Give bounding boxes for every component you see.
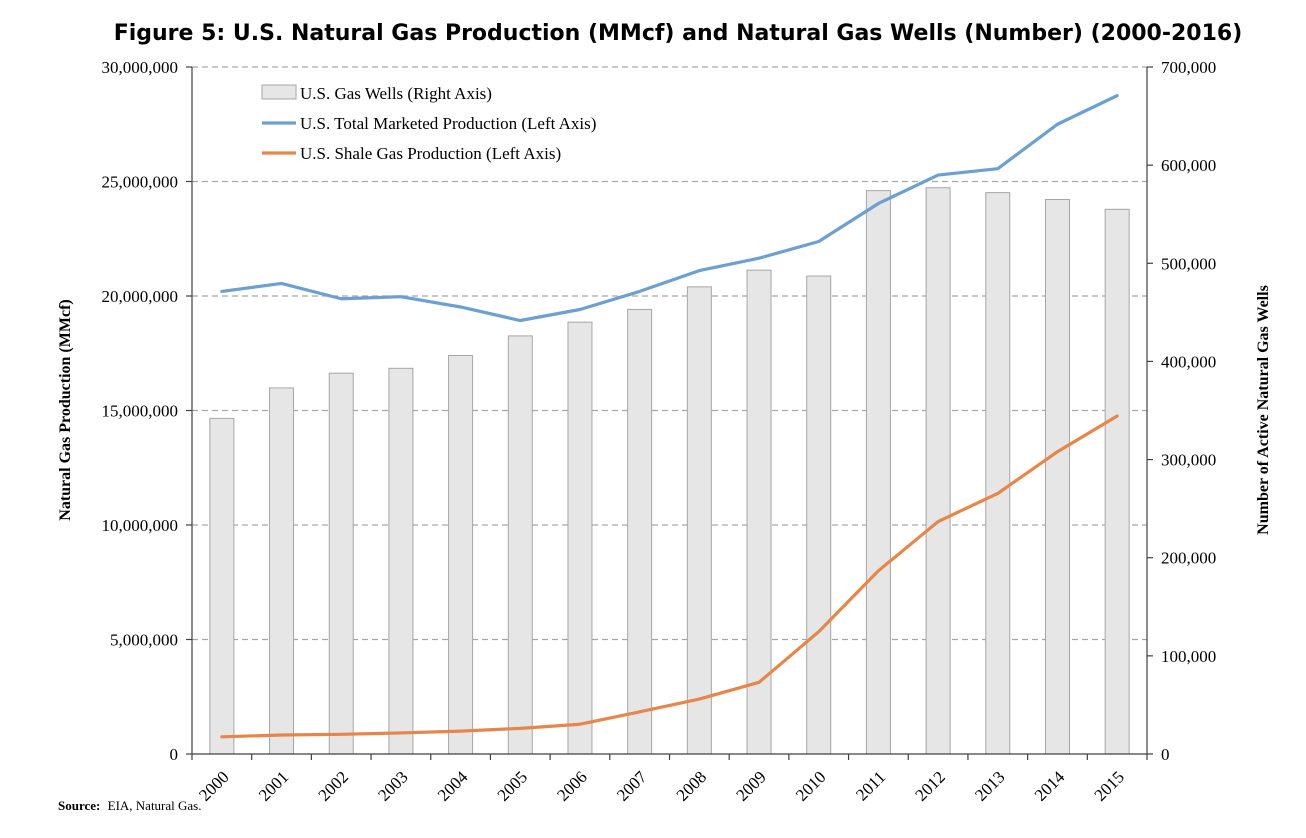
bar-2015 xyxy=(1104,208,1130,755)
bar-2001 xyxy=(269,387,295,755)
right-tick-label: 700,000 xyxy=(1161,58,1216,77)
bar-2004 xyxy=(448,355,474,755)
x-tick-label: 2003 xyxy=(374,767,411,804)
legend-swatch-wells xyxy=(261,84,297,100)
left-tick-label: 10,000,000 xyxy=(102,516,179,535)
right-tick-label: 300,000 xyxy=(1161,451,1216,470)
x-tick-label: 2008 xyxy=(673,767,710,804)
bar-2006 xyxy=(567,321,593,755)
bar-2008 xyxy=(686,286,712,755)
right-tick-label: 0 xyxy=(1161,745,1170,764)
bar-2011 xyxy=(865,190,891,755)
legend-label: U.S. Shale Gas Production (Left Axis) xyxy=(300,144,561,163)
left-tick-label: 30,000,000 xyxy=(102,58,179,77)
x-tick-label: 2001 xyxy=(255,767,292,804)
right-axis-ticks: 0 100,000 200,000 300,000 400,000 500,000 600,… xyxy=(1147,58,1216,764)
right-tick-label: 500,000 xyxy=(1161,254,1216,273)
legend-label: U.S. Total Marketed Production (Left Axi… xyxy=(300,114,596,133)
right-axis-label: Number of Active Natural Gas Wells xyxy=(1255,285,1272,535)
bars xyxy=(209,187,1130,755)
right-tick-label: 400,000 xyxy=(1161,352,1216,371)
x-tick-label: 2006 xyxy=(553,767,590,804)
bar-2014 xyxy=(1044,198,1070,755)
x-tick-label: 2005 xyxy=(494,767,531,804)
shale-production-line xyxy=(220,414,1119,739)
x-tick-label: 2009 xyxy=(732,767,769,804)
bar-2003 xyxy=(388,367,414,755)
bar-2005 xyxy=(507,335,533,755)
x-axis-ticks: 2000 2001 2002 2003 2004 2005 2006 2007 2008 2009… xyxy=(191,754,1148,805)
x-tick-label: 2002 xyxy=(315,767,352,804)
x-tick-label: 2004 xyxy=(434,767,472,805)
bar-2000 xyxy=(209,417,235,755)
x-tick-label: 2012 xyxy=(911,767,948,804)
left-tick-label: 15,000,000 xyxy=(102,402,179,421)
legend: U.S. Gas Wells (Right Axis) U.S. Total Ma… xyxy=(261,84,596,163)
right-tick-label: 600,000 xyxy=(1161,156,1216,175)
bar-2002 xyxy=(328,372,354,755)
x-tick-label: 2013 xyxy=(971,767,1008,804)
total-production-line xyxy=(220,94,1119,323)
left-tick-label: 20,000,000 xyxy=(102,287,179,306)
bar-2012 xyxy=(925,187,951,755)
bar-2010 xyxy=(806,275,832,755)
source-label: Source: xyxy=(58,798,100,813)
chart-title: Figure 5: U.S. Natural Gas Production (M… xyxy=(114,21,1243,46)
bar-2007 xyxy=(627,308,653,755)
legend-label: U.S. Gas Wells (Right Axis) xyxy=(300,84,492,103)
left-tick-label: 25,000,000 xyxy=(102,173,179,192)
source-note: Source: EIA, Natural Gas. xyxy=(58,798,201,813)
series-lines xyxy=(220,94,1119,739)
x-tick-label: 2010 xyxy=(792,767,829,804)
bar-2009 xyxy=(746,269,772,755)
bar-2013 xyxy=(985,192,1011,755)
x-tick-label: 2011 xyxy=(852,767,889,804)
x-tick-label: 2007 xyxy=(613,767,651,805)
right-tick-label: 200,000 xyxy=(1161,549,1216,568)
right-tick-label: 100,000 xyxy=(1161,647,1216,666)
left-tick-label: 5,000,000 xyxy=(110,631,178,650)
left-tick-label: 0 xyxy=(170,745,179,764)
x-tick-label: 2014 xyxy=(1031,767,1069,805)
source-text: EIA, Natural Gas. xyxy=(108,798,202,813)
left-axis-label: Natural Gas Production (MMcf) xyxy=(57,299,74,520)
x-tick-label: 2015 xyxy=(1091,767,1128,804)
left-axis-ticks: 0 5,000,000 10,000,000 15,000,000 20,000,000… xyxy=(102,58,192,764)
